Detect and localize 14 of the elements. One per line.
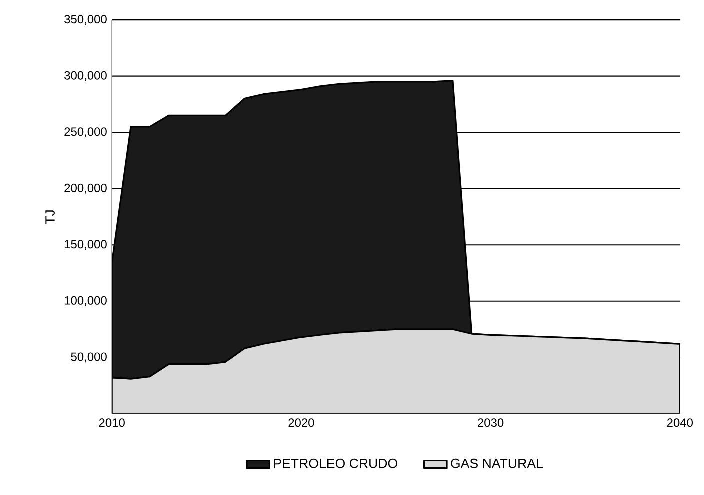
- y-tick-label: 350,000: [64, 15, 107, 26]
- y-tick-label: 250,000: [64, 128, 107, 138]
- y-tick-label: 150,000: [65, 240, 107, 250]
- y-tick-label: 300,000: [64, 71, 107, 82]
- legend-label: GAS NATURAL: [451, 458, 543, 468]
- y-axis-title: TJ: [46, 210, 55, 224]
- y-tick-label: 100,000: [65, 296, 107, 306]
- x-tick-label: 2010: [99, 418, 125, 428]
- x-tick-label: 2040: [667, 418, 693, 428]
- legend-label: PETROLEO CRUDO: [274, 458, 398, 468]
- y-tick-label: 200,000: [64, 184, 107, 194]
- y-tick-label: 50,000: [71, 352, 107, 363]
- x-tick-label: 2020: [288, 418, 314, 428]
- x-tick-label: 2030: [478, 418, 504, 428]
